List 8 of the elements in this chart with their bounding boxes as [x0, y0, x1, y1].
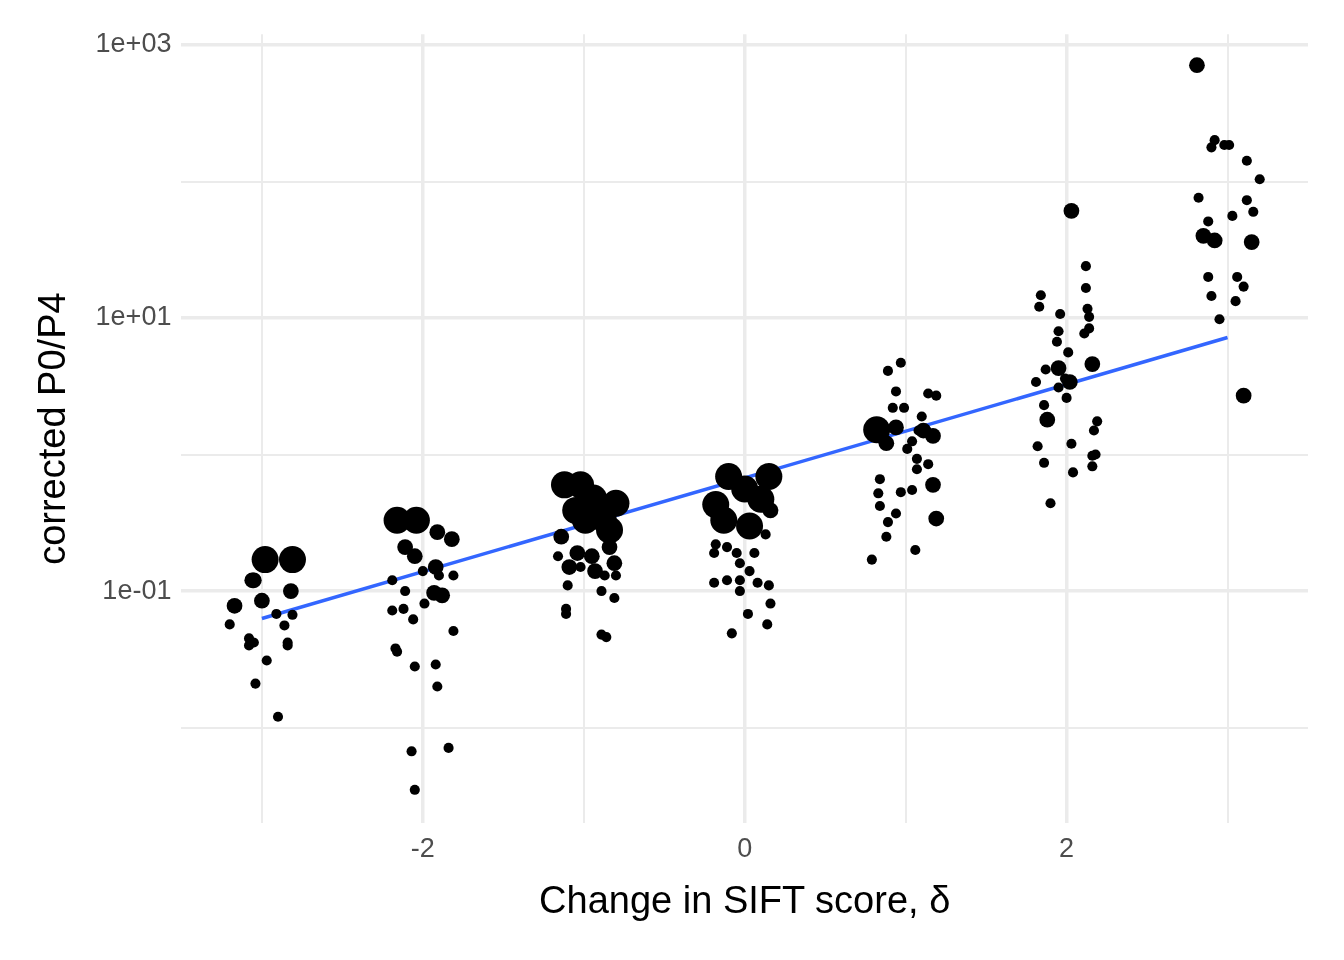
- y-tick-label: 1e+01: [95, 301, 172, 332]
- x-tick-label: 0: [737, 832, 753, 863]
- y-tick-label: 1e+03: [95, 28, 172, 59]
- x-axis-title: Change in SIFT score, δ: [539, 878, 951, 921]
- x-tick-label: -2: [410, 832, 435, 863]
- x-tick-label: 2: [1059, 832, 1075, 863]
- y-axis-title: corrected P0/P4: [31, 292, 74, 565]
- y-tick-label: 1e-01: [102, 574, 172, 605]
